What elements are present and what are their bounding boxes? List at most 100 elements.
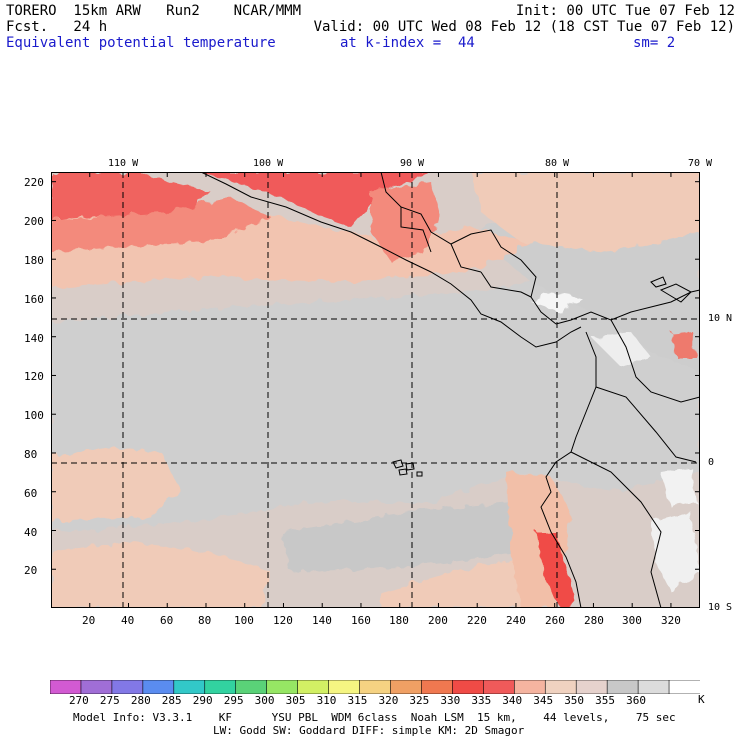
valid-time: Valid: 00 UTC Wed 08 Feb 12 (18 CST Tue … (313, 19, 735, 35)
colorbar-label: 315 (347, 694, 368, 707)
field-name: Equivalent potential temperature (6, 35, 276, 51)
y-tick-20: 20 (24, 564, 38, 577)
colorbar-label: 355 (595, 694, 616, 707)
lat-label-equator: 0 (708, 457, 715, 468)
coast-mexico-central-america (200, 172, 582, 348)
colorbar-swatch (359, 680, 392, 694)
y-tick-120: 120 (24, 370, 44, 383)
field-white-colombia (591, 332, 651, 367)
x-tick-320: 320 (661, 614, 681, 627)
physics-info: LW: Godd SW: Goddard DIFF: simple KM: 2D… (213, 724, 525, 737)
colorbar (50, 680, 700, 694)
colorbar-label: 340 (502, 694, 523, 707)
colorbar-swatch (390, 680, 423, 694)
field-warm-caribbean (471, 172, 700, 252)
colorbar-swatch (297, 680, 330, 694)
field-hot-colombia (671, 330, 696, 357)
x-tick-260: 260 (545, 614, 565, 627)
galapagos-islands (392, 459, 423, 477)
island-caribbean-1 (659, 283, 692, 303)
field-warm-west (51, 447, 181, 522)
colorbar-swatch (235, 680, 268, 694)
colorbar-label: 305 (285, 694, 306, 707)
field-gray-patch-south (281, 502, 571, 572)
border-guatemala (400, 207, 432, 253)
colorbar-label: 360 (626, 694, 646, 707)
colorbar-swatch (513, 680, 547, 694)
x-tick-180: 180 (389, 614, 409, 627)
border-venezuela (610, 319, 700, 403)
x-tick-80: 80 (198, 614, 212, 627)
field-hot-north (201, 172, 431, 227)
y-tick-200: 200 (24, 215, 44, 228)
colorbar-unit: K (698, 693, 705, 706)
colorbar-swatch (421, 680, 454, 694)
colorbar-swatch (173, 680, 206, 694)
field-hot-peru-south (536, 532, 576, 608)
colorbar-label: 335 (471, 694, 492, 707)
field-white-panama (531, 292, 581, 312)
coast-northern-south-america (555, 289, 700, 325)
x-tick-240: 240 (506, 614, 526, 627)
colorbar-swatch (544, 680, 577, 694)
island-caribbean-2 (650, 276, 667, 288)
colorbar-label: 295 (223, 694, 244, 707)
y-tick-160: 160 (24, 293, 44, 306)
y-tick-140: 140 (24, 332, 44, 345)
colorbar-swatch (483, 680, 516, 694)
border-colombia-ecuador (595, 386, 697, 463)
colorbar-label: 310 (316, 694, 337, 707)
colorbar-label: 350 (564, 694, 585, 707)
colorbar-label: 270 (68, 694, 89, 707)
colorbar-label: 320 (378, 694, 399, 707)
colorbar-label: 325 (409, 694, 430, 707)
colorbar-swatch (575, 680, 608, 694)
border-peru-brazil (570, 451, 662, 608)
lon-label-80w: 80 W (545, 158, 570, 169)
field-hot-northwest (51, 172, 211, 220)
model-run-title: TORERO 15km ARW Run2 NCAR/MMM (6, 3, 302, 19)
map-frame (51, 172, 700, 608)
coast-pacific-south-america (540, 331, 597, 608)
init-time: Init: 00 UTC Tue 07 Feb 12 (515, 3, 735, 19)
field-white-amazon (661, 467, 696, 507)
colorbar-swatch (80, 680, 113, 694)
x-tick-200: 200 (428, 614, 448, 627)
colorbar-label: 300 (254, 694, 275, 707)
colorbar-swatch (142, 680, 175, 694)
x-tick-300: 300 (622, 614, 642, 627)
field-warm-southwest (51, 542, 271, 608)
field-hot-guatemala (371, 182, 441, 262)
field-white-south (651, 512, 700, 592)
lon-label-110w: 110 W (108, 158, 139, 169)
coast-caribbean-side (380, 172, 557, 325)
colorbar-swatch (606, 680, 639, 694)
colorbar-swatch (204, 680, 237, 694)
y-tick-80: 80 (24, 448, 38, 461)
x-tick-140: 140 (312, 614, 332, 627)
lon-label-90w: 90 W (400, 158, 425, 169)
colorbar-label: 280 (130, 694, 151, 707)
x-tick-60: 60 (160, 614, 174, 627)
level-info: at k-index = 44 (340, 35, 475, 51)
lat-label-10n: 10 N (708, 313, 733, 324)
colorbar-label: 285 (161, 694, 182, 707)
colorbar-swatch (637, 680, 670, 694)
latlon-grid (51, 172, 700, 608)
y-tick-180: 180 (24, 254, 44, 267)
y-tick-220: 220 (24, 176, 44, 189)
colorbar-label: 345 (533, 694, 554, 707)
colorbar-labels: 270 275 280 285 290 295 300 305 310 315 320 325 330 3… (0, 695, 740, 709)
x-tick-100: 100 (234, 614, 254, 627)
forecast-hour: Fcst. 24 h (6, 19, 108, 35)
x-tick-160: 160 (351, 614, 371, 627)
field-hot-north-pink (51, 197, 271, 252)
colorbar-swatch (266, 680, 299, 694)
model-info: Model Info: V3.3.1 KF YSU PBL WDM 6class… (73, 711, 676, 724)
colorbar-swatch (452, 680, 485, 694)
axis-tick-marks (51, 172, 700, 608)
field-warm-southeast (381, 557, 551, 608)
lon-label-70w: 70 W (688, 158, 713, 169)
x-tick-120: 120 (273, 614, 293, 627)
y-tick-60: 60 (24, 487, 38, 500)
